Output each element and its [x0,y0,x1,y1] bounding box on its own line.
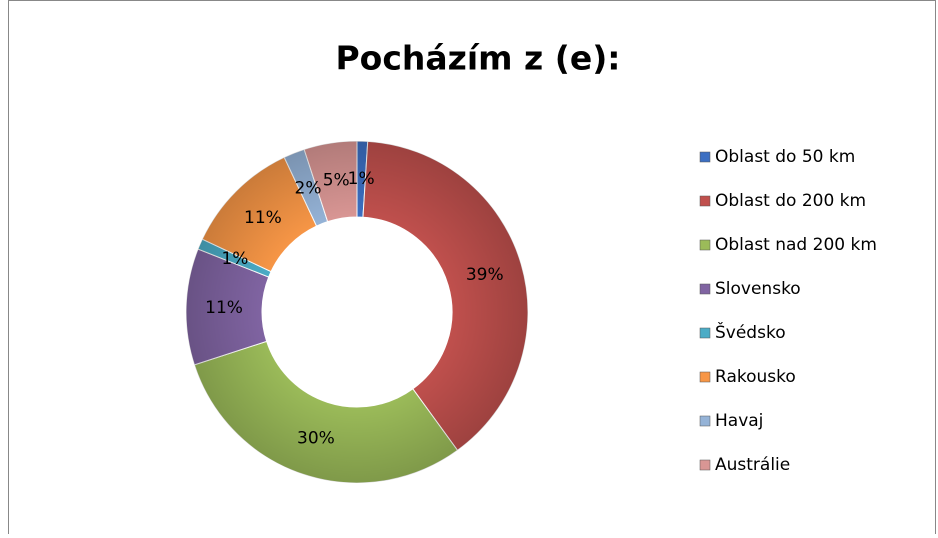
legend-label: Oblast do 200 km [715,191,866,211]
legend-swatch [699,195,711,207]
data-label: 11% [205,298,243,318]
legend-label: Švédsko [715,321,786,343]
legend-swatch [699,327,711,339]
legend-label: Oblast do 50 km [715,147,855,167]
legend-label: Havaj [715,411,763,431]
legend-swatch [699,151,711,163]
legend-swatch [699,415,711,427]
legend-swatch [699,371,711,383]
legend-swatch [699,459,711,471]
legend-label: Oblast nad 200 km [715,235,877,255]
legend-label: Rakousko [715,367,796,387]
legend: Oblast do 50 km Oblast do 200 km Oblast na… [699,147,877,475]
hole [262,217,452,407]
data-label: 30% [297,428,335,448]
data-label: 5% [323,171,350,191]
data-label: 1% [221,249,248,269]
legend-swatch [699,239,711,251]
legend-label: Austrálie [715,455,790,475]
legend-label: Slovensko [715,279,801,299]
data-label: 2% [295,178,322,198]
data-label: 11% [244,208,282,228]
data-label: 39% [466,265,504,285]
data-label: 1% [348,169,375,189]
labels: 1% 39% 30% 11% 1% 11% 2% 5% [205,169,503,448]
chart-title: Pocházím z (e): [335,39,620,78]
legend-swatch [699,283,711,295]
